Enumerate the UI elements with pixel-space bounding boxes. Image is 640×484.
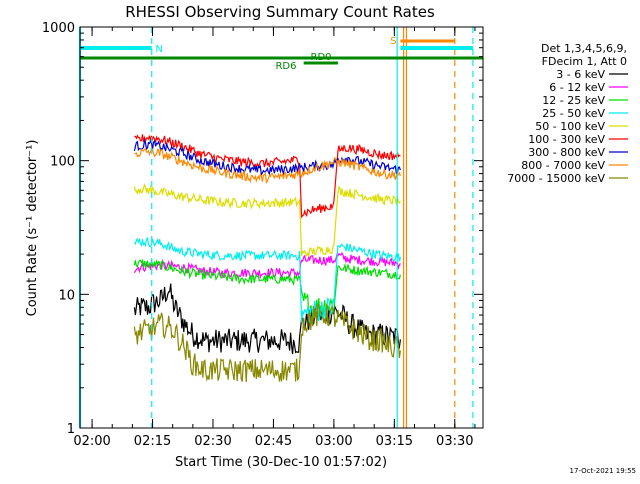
legend-label: 12 - 25 keV (542, 94, 605, 107)
legend-label: 3 - 6 keV (556, 68, 605, 81)
legend-label: 25 - 50 keV (542, 107, 605, 120)
x-tick-label: 02:30 (194, 434, 231, 449)
timestamp-label: 17-Oct-2021 19:55 (570, 467, 636, 475)
chart-title: RHESSI Observing Summary Count Rates (125, 3, 435, 21)
x-axis-label: Start Time (30-Dec-10 01:57:02) (175, 455, 387, 470)
night-label: N (155, 44, 162, 55)
legend-label: 7000 - 15000 keV (507, 172, 605, 185)
series-line-3 (133, 236, 401, 323)
y-tick-label: 1000 (42, 21, 75, 36)
series-line-5 (134, 134, 401, 219)
y-tick-label: 1 (67, 422, 75, 437)
legend-label: 6 - 12 keV (549, 81, 605, 94)
legend-label: 300 - 800 keV (528, 146, 605, 159)
rd6-label: RD6 (275, 61, 296, 72)
series-line-8 (133, 303, 401, 383)
series-line-6 (133, 138, 401, 177)
y-tick-label: 100 (50, 155, 75, 170)
series-line-4 (133, 183, 401, 258)
x-tick-label: 02:00 (73, 434, 110, 449)
axes-group: 02:00 02:15 02:30 02:45 03:00 03:15 03:30 1 10 10… (42, 21, 483, 449)
legend-label: 50 - 100 keV (535, 120, 605, 133)
y-tick-label: 10 (58, 288, 75, 303)
x-tick-label: 02:45 (255, 434, 292, 449)
x-tick-label: 03:30 (436, 434, 473, 449)
x-tick-label: 03:15 (376, 434, 413, 449)
series-group (133, 134, 401, 383)
series-line-2 (133, 258, 401, 319)
legend-label: 800 - 7000 keV (521, 159, 605, 172)
legend-title-line: Det 1,3,4,5,6,9, (541, 42, 627, 55)
legend-label: 100 - 300 keV (528, 133, 605, 146)
x-tick-label: 03:00 (315, 434, 352, 449)
series-line-7 (134, 147, 401, 184)
annotation-group: N S RD0 RD6 (79, 27, 483, 428)
legend: Det 1,3,4,5,6,9,FDecim 1, Att 03 - 6 keV… (507, 42, 628, 185)
rd0-label: RD0 (311, 52, 332, 63)
series-line-1 (133, 251, 401, 280)
legend-title-line: FDecim 1, Att 0 (542, 55, 627, 68)
plot-frame (79, 26, 484, 429)
y-axis-label: Count Rate (s⁻¹ detector⁻¹) (25, 140, 40, 317)
series-line-0 (133, 283, 401, 355)
x-tick-label: 02:15 (134, 434, 171, 449)
saa-label: S (390, 36, 396, 47)
